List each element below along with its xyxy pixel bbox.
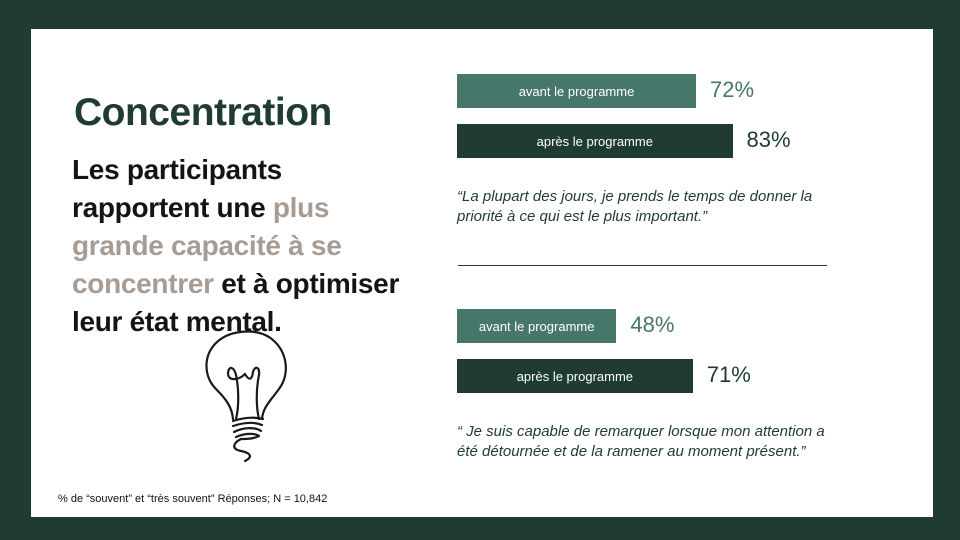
bar-after: après le programme (457, 359, 693, 393)
bar-value-label: 72% (710, 77, 755, 102)
quote-2: “ Je suis capable de remarquer lorsque m… (457, 423, 825, 460)
quote-1: “La plupart des jours, je prends le temp… (457, 188, 813, 225)
bar-value-label: 83% (746, 127, 791, 152)
divider (458, 265, 827, 266)
lightbulb-icon (205, 330, 287, 463)
page-title: Concentration (74, 91, 332, 134)
headline: Les participants rapportent une plus gra… (72, 151, 402, 341)
bar-before: avant le programme (457, 74, 697, 108)
headline-text: Les participants rapportent une (72, 154, 282, 223)
headline-highlight: plus grande capacité à se concentrer (72, 192, 342, 299)
bar-category-label: avant le programme (478, 318, 595, 334)
bar-after: après le programme (457, 124, 733, 158)
bar-category-label: après le programme (536, 133, 653, 149)
bar-category-label: après le programme (516, 368, 634, 384)
bar-value-label: 48% (630, 312, 675, 337)
bar-category-label: avant le programme (518, 83, 635, 99)
slide: Concentration Les participants rapporten… (31, 29, 933, 517)
bar-before: avant le programme (457, 309, 617, 343)
bar-value-label: 71% (706, 362, 751, 387)
footnote: % de “souvent” et “très souvent” Réponse… (58, 493, 328, 505)
